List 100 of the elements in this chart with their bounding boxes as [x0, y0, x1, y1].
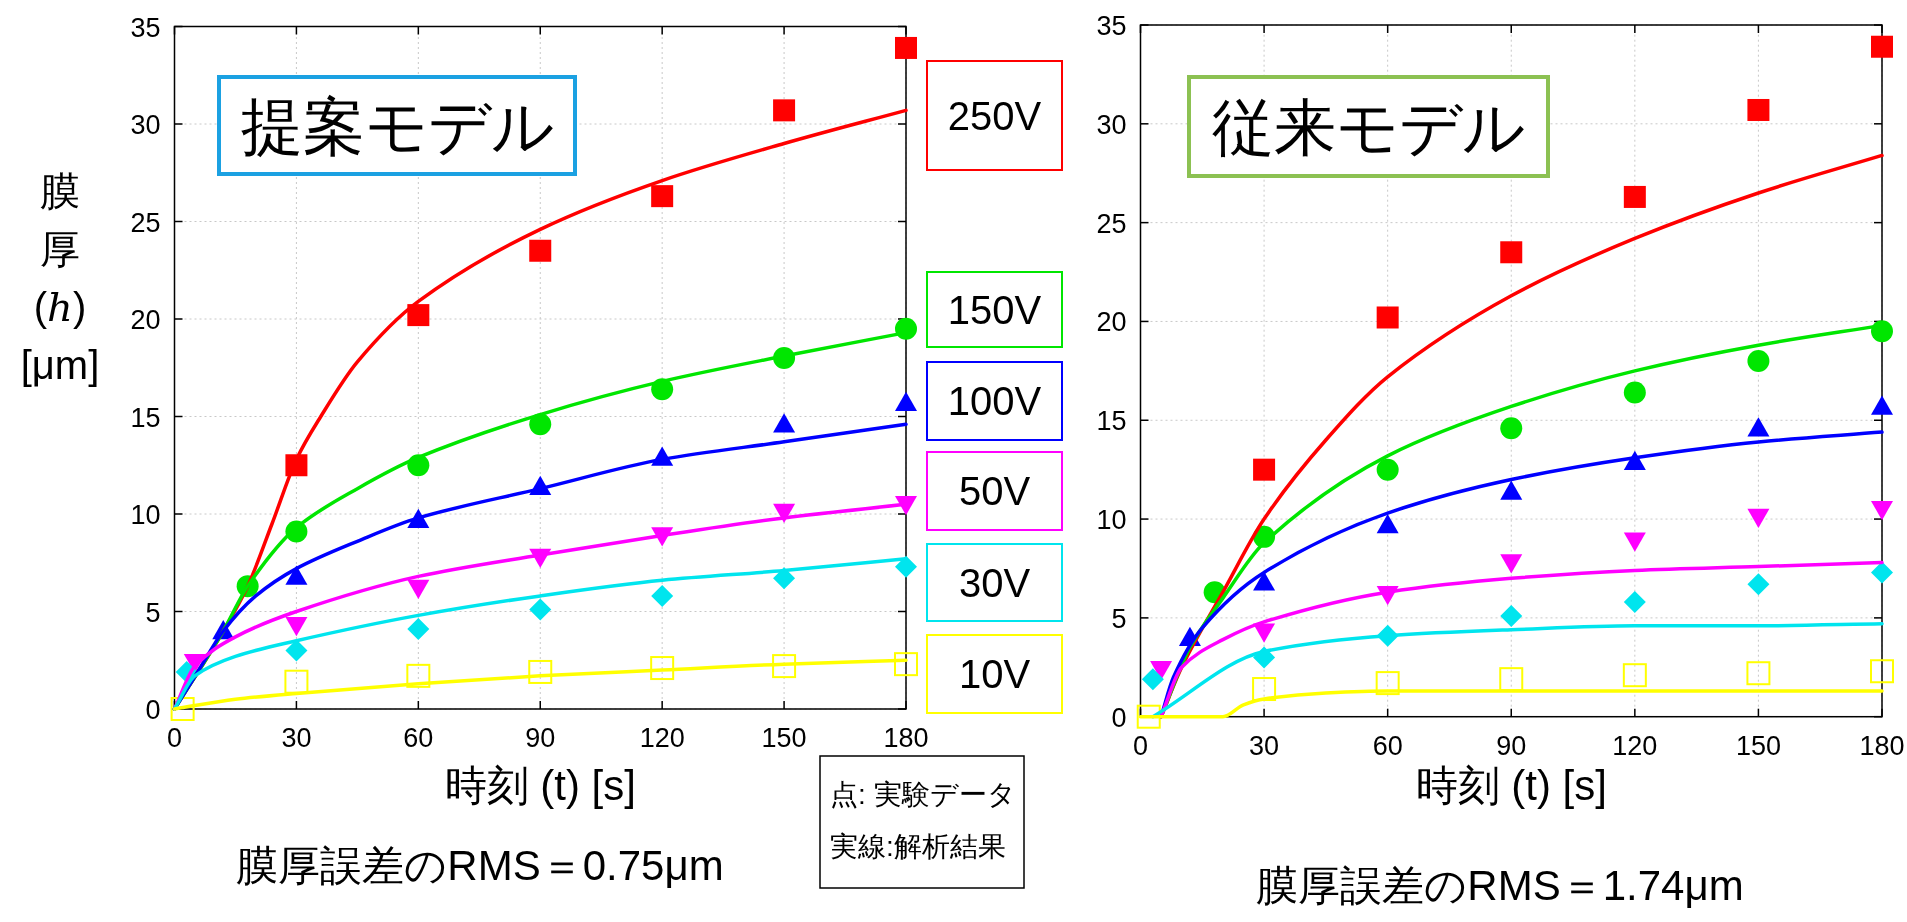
- point: [895, 317, 917, 340]
- point: [1253, 571, 1276, 591]
- point: [1870, 659, 1894, 684]
- point: [1252, 677, 1277, 702]
- x-axis-title: 時刻 (t) [s]: [1415, 762, 1607, 809]
- point: [1623, 381, 1646, 404]
- point: [1253, 458, 1276, 481]
- y-tick-label: 10: [130, 500, 161, 530]
- y-tick-label: 25: [130, 207, 161, 238]
- y-tick-label: 20: [1096, 307, 1127, 338]
- x-tick-label: 60: [1372, 730, 1403, 761]
- point: [285, 639, 308, 662]
- x-tick-label: 60: [403, 723, 434, 753]
- legend-note: 点: 実験データ 実線:解析結果: [819, 755, 1025, 889]
- point: [894, 652, 918, 677]
- point: [1150, 661, 1173, 681]
- x-tick-label: 0: [1132, 730, 1149, 761]
- y-tick-label: 10: [1096, 505, 1127, 536]
- point: [1253, 623, 1276, 643]
- text: 膜厚誤差のRMS＝0.75μm: [236, 842, 724, 889]
- point: [170, 697, 195, 721]
- point: [1623, 532, 1646, 552]
- y-tick-label: 0: [1111, 702, 1127, 733]
- point: [1871, 395, 1893, 415]
- series-label: 150V: [947, 287, 1042, 332]
- y-tick-label: 0: [145, 695, 161, 725]
- point: [529, 598, 552, 621]
- point: [406, 663, 431, 688]
- point: [1376, 458, 1399, 481]
- point: [1141, 668, 1164, 691]
- x-tick-label: 120: [1612, 730, 1658, 761]
- x-tick-label: 90: [1496, 730, 1527, 761]
- point: [1871, 561, 1893, 584]
- x-tick-label: 180: [1859, 730, 1905, 761]
- point: [1871, 320, 1893, 343]
- x-tick-label: 150: [761, 723, 807, 753]
- point: [1871, 35, 1893, 58]
- y-tick-label: 5: [1111, 603, 1127, 634]
- point: [773, 413, 796, 433]
- series-label: 10V: [958, 652, 1031, 696]
- point: [1622, 663, 1647, 688]
- point: [1500, 554, 1523, 574]
- y-tick-label: 20: [130, 305, 161, 335]
- point: [772, 654, 797, 679]
- point: [1376, 306, 1399, 329]
- point: [529, 239, 552, 262]
- point: [1871, 500, 1893, 521]
- point: [895, 496, 917, 516]
- point: [1747, 573, 1770, 596]
- point: [285, 565, 308, 585]
- point: [651, 185, 674, 208]
- point: [651, 584, 674, 607]
- series-label: 30V: [958, 560, 1031, 605]
- point: [895, 391, 917, 412]
- y-tick-label: 35: [1096, 11, 1127, 41]
- y-tick-label: 5: [145, 597, 161, 628]
- point: [285, 616, 308, 637]
- point: [1623, 591, 1646, 614]
- y-tick-label: 30: [1096, 109, 1127, 140]
- point: [1747, 98, 1770, 121]
- y-tick-label: 25: [1096, 208, 1127, 239]
- point: [407, 304, 430, 327]
- point: [1500, 417, 1523, 440]
- text: 膜厚誤差のRMS＝1.74μm: [1256, 862, 1744, 909]
- text: 提案モデル: [240, 91, 554, 161]
- point: [1623, 185, 1646, 208]
- point: [528, 659, 553, 684]
- point: [1747, 508, 1770, 529]
- point: [407, 579, 430, 600]
- point: [1499, 667, 1524, 692]
- x-axis-title: 時刻 (t) [s]: [444, 762, 636, 809]
- point: [1746, 661, 1771, 686]
- point: [895, 555, 917, 578]
- y-axis-title: 膜厚 (h) [μm]: [20, 169, 100, 387]
- point: [1747, 417, 1770, 437]
- y-tick-label: 30: [130, 110, 161, 140]
- point: [773, 99, 796, 122]
- x-tick-label: 0: [166, 723, 183, 753]
- x-tick-label: 90: [525, 723, 556, 753]
- point: [1136, 704, 1161, 729]
- point: [1500, 480, 1523, 500]
- point: [1376, 514, 1399, 534]
- x-tick-label: 120: [639, 723, 685, 753]
- point: [773, 567, 796, 590]
- point: [407, 618, 430, 641]
- series-label: 100V: [947, 379, 1042, 423]
- point: [529, 413, 552, 436]
- x-tick-label: 180: [883, 723, 929, 753]
- y-tick-label: 15: [1096, 406, 1127, 437]
- y-tick-label: 35: [130, 12, 161, 43]
- x-tick-label: 30: [1249, 730, 1280, 761]
- x-tick-label: 30: [281, 723, 312, 753]
- point: [650, 656, 675, 681]
- x-tick-label: 150: [1735, 730, 1781, 761]
- point: [1500, 604, 1523, 627]
- point: [1747, 349, 1770, 372]
- point: [1375, 671, 1400, 696]
- text: 従来モデル: [1212, 92, 1525, 162]
- series-label: 50V: [958, 469, 1031, 513]
- y-tick-label: 15: [130, 402, 161, 433]
